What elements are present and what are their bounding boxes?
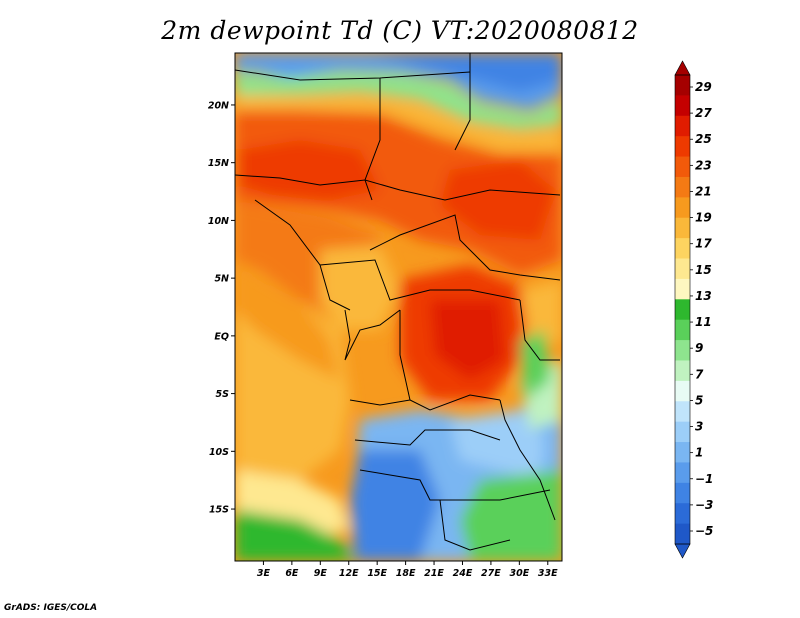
lon-tick-label: 33E [538, 568, 558, 579]
colorbar-label: 7 [695, 367, 704, 381]
colorbar-swatch [675, 319, 690, 341]
latitude-axis: 20N 15N 10N 5N EQ 5S 10S 15S [208, 100, 235, 516]
lon-tick-label: 24E [453, 568, 473, 579]
longitude-axis: 3E 6E 9E 12E 15E 18E 21E 24E 27E 30E 33E [257, 561, 558, 579]
lat-tick-label: 15N [208, 158, 229, 169]
colorbar-swatch [675, 360, 690, 382]
colorbar-label: 5 [695, 393, 703, 407]
chart-title: 2m dewpoint Td (C) VT:2020080812 [161, 16, 639, 45]
colorbar-swatch [675, 156, 690, 178]
colorbar-swatch [675, 75, 690, 96]
colorbar-bottom-arrow [674, 543, 691, 559]
colorbar-swatch [675, 462, 690, 484]
colorbar-label: 29 [695, 80, 712, 94]
grads-credit: GrADS: IGES/COLA [4, 603, 98, 613]
colorbar-label: 3 [695, 420, 703, 434]
lat-tick-label: 10N [208, 216, 229, 227]
lon-tick-label: 3E [257, 568, 271, 579]
colorbar-frame [674, 74, 691, 545]
lat-tick-label: 5N [214, 274, 229, 285]
lat-tick-label: EQ [214, 331, 229, 342]
country-borders [235, 53, 561, 551]
colorbar-swatch [675, 95, 690, 117]
colorbar-label: 1 [695, 446, 703, 460]
lon-tick-label: 12E [339, 568, 359, 579]
colorbar-swatch [675, 176, 690, 198]
colorbar-swatch [675, 197, 690, 219]
lat-tick-label: 5S [216, 389, 230, 400]
colorbar-label: 13 [695, 289, 712, 303]
colorbar-swatch [675, 258, 690, 280]
colorbar-swatch [675, 340, 690, 361]
colorbar-label: 15 [695, 263, 712, 277]
lon-tick-label: 6E [285, 568, 299, 579]
colorbar-swatch [675, 238, 690, 260]
map-frame [234, 52, 563, 562]
colorbar-label: −5 [695, 524, 713, 538]
colorbar-label: 17 [695, 237, 712, 251]
colorbar-label: 27 [695, 106, 712, 120]
colorbar-swatch [675, 482, 690, 504]
colorbar-swatch [675, 217, 690, 239]
colorbar-swatch [675, 503, 690, 525]
colorbar-label: 25 [695, 132, 712, 146]
colorbar-swatch [675, 136, 690, 158]
colorbar-label: 23 [695, 158, 712, 172]
lon-tick-label: 9E [314, 568, 328, 579]
lon-tick-label: 18E [396, 568, 416, 579]
colorbar-swatch [675, 401, 690, 423]
colorbar-label: 21 [695, 184, 712, 198]
dewpoint-field [235, 53, 562, 561]
colorbar-label: −1 [695, 472, 713, 486]
colorbar-label: −3 [695, 498, 713, 512]
lon-tick-label: 27E [481, 568, 501, 579]
colorbar-label: 11 [695, 315, 712, 329]
lat-tick-label: 15S [209, 505, 229, 516]
lon-tick-label: 21E [424, 568, 444, 579]
colorbar-swatch [675, 278, 690, 300]
colorbar-swatch [675, 442, 690, 463]
colorbar-swatch [675, 523, 690, 545]
colorbar: 29 27 25 23 21 19 17 15 13 11 9 7 5 3 1 −1 −3 −5 [674, 60, 713, 559]
colorbar-swatch [675, 380, 690, 402]
colorbar-swatch [675, 299, 690, 321]
lat-tick-label: 20N [208, 100, 229, 111]
colorbar-label: 9 [695, 341, 703, 355]
colorbar-swatch [675, 115, 690, 137]
lat-tick-label: 10S [209, 447, 229, 458]
lon-tick-label: 30E [509, 568, 529, 579]
colorbar-swatch [675, 421, 690, 443]
colorbar-label: 19 [695, 211, 712, 225]
colorbar-top-arrow [674, 60, 691, 76]
lon-tick-label: 15E [367, 568, 387, 579]
